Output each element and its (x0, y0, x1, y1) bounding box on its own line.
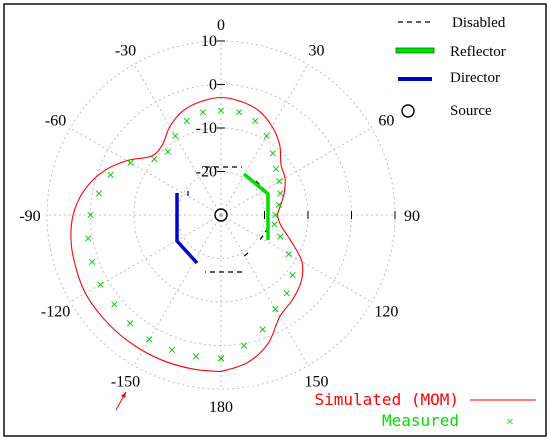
legend-label-source: Source (450, 103, 492, 119)
legend-swatch-measured: × (506, 415, 514, 430)
disabled-octagon-element (187, 166, 269, 273)
measured-point (164, 148, 171, 155)
measured-point (263, 132, 270, 140)
measured-point (217, 107, 225, 114)
source-element (214, 208, 228, 222)
antenna-diagram (175, 166, 270, 273)
grid-spoke (220, 214, 372, 303)
measured-point (217, 355, 225, 362)
legend-label-disabled: Disabled (452, 15, 506, 31)
measured-point (97, 281, 104, 288)
angle-tick-label: -150 (111, 373, 140, 390)
grid-spoke (133, 64, 222, 216)
measured-point (272, 211, 279, 219)
measured-point (192, 353, 200, 360)
measured-point (89, 258, 96, 265)
axis-ticks (217, 40, 396, 219)
measured-point (289, 271, 296, 279)
measured-point (285, 251, 292, 258)
plot-border (3, 3, 547, 437)
data-series (70, 96, 304, 373)
measured-point (127, 159, 134, 166)
measured-point (269, 150, 276, 157)
measured-point (151, 155, 158, 163)
grid-spoke (70, 214, 222, 303)
arrow-mark (115, 391, 127, 411)
angle-tick-labels: 0 30 60 90 120 150 180 -150 -120 -90 -60 -30 (19, 17, 420, 416)
angle-tick-label: 180 (209, 399, 233, 416)
angle-tick-label: 150 (305, 373, 329, 390)
legend-label-simulated: Simulated (MOM) (315, 390, 460, 409)
measured-point (271, 221, 278, 228)
measured-point (272, 306, 279, 313)
measured-point (168, 346, 176, 354)
measured-point (277, 190, 284, 197)
measured-point (87, 211, 94, 219)
angle-tick-label: -30 (115, 43, 136, 60)
measured-point (127, 320, 134, 327)
legend: Disabled Reflector Director Source (395, 15, 506, 119)
measured-point (107, 171, 114, 178)
legend-swatch-reflector (395, 47, 435, 54)
measured-point (252, 117, 259, 125)
grid-spoke (70, 127, 222, 216)
series-points-measured (85, 107, 296, 362)
grid-spoke (220, 127, 372, 216)
grid-spoke (220, 64, 309, 216)
angle-tick-label: 120 (374, 304, 398, 321)
angle-tick-label: -60 (45, 113, 66, 130)
legend-label-director: Director (450, 70, 500, 86)
angle-tick-label: -120 (41, 304, 70, 321)
measured-point (183, 117, 190, 125)
measured-point (275, 201, 282, 208)
angle-tick-label: 30 (309, 43, 325, 60)
legend-label-measured: Measured (382, 411, 459, 430)
angle-tick-label: -90 (19, 208, 40, 225)
measured-point (172, 132, 179, 140)
radial-tick-label: 10 (201, 33, 217, 50)
measured-point (277, 233, 284, 240)
measured-point (85, 235, 92, 242)
measured-point (146, 336, 153, 343)
measured-point (259, 326, 266, 333)
legend-label-reflector: Reflector (450, 44, 506, 60)
director-element (175, 193, 199, 265)
series-line-simulated (70, 96, 304, 373)
legend-swatch-source (401, 104, 415, 118)
measured-point (111, 301, 118, 308)
angle-tick-label: 90 (404, 208, 420, 225)
radial-tick-labels: 10 0 -10 -20 (196, 33, 217, 181)
radial-tick-label: -20 (196, 164, 217, 181)
radial-tick-label: 0 (209, 77, 217, 94)
measured-point (95, 190, 103, 197)
measured-point (276, 178, 283, 185)
legend-swatch-director (398, 77, 432, 81)
measured-point (240, 342, 248, 349)
measured-point (283, 290, 290, 297)
grid-spoke (220, 214, 309, 366)
reflector-element (242, 172, 270, 240)
measured-point (272, 165, 280, 172)
measured-point (236, 109, 243, 116)
series-legend: Simulated (MOM) Measured × (315, 390, 536, 430)
angle-tick-label: 0 (217, 17, 225, 34)
measured-point (199, 109, 206, 116)
angle-tick-label: 60 (378, 113, 394, 130)
radial-tick-label: -10 (196, 120, 217, 137)
